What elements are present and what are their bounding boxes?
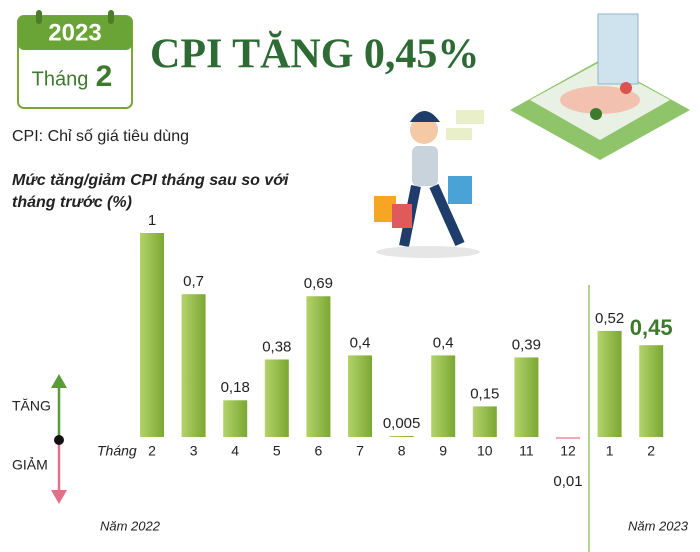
bar — [348, 355, 372, 437]
up-label: TĂNG — [12, 398, 51, 414]
x-tick-label: 11 — [519, 443, 534, 459]
origin-dot — [54, 435, 64, 445]
x-tick-label: 10 — [477, 443, 493, 459]
bar — [431, 355, 456, 437]
bar — [472, 406, 497, 437]
bar — [181, 294, 206, 437]
x-tick-label: 4 — [231, 443, 239, 459]
x-tick-label: 2 — [647, 443, 655, 459]
ring — [108, 10, 114, 24]
bar — [597, 330, 622, 437]
down-arrow-head — [51, 490, 67, 504]
value-label: 0,52 — [595, 310, 624, 327]
shopper-illustration — [374, 110, 484, 258]
value-label: 0,45 — [630, 315, 673, 340]
value-label: 0,18 — [221, 379, 250, 396]
bar — [223, 400, 248, 437]
bar — [514, 357, 539, 437]
value-label: 0,4 — [350, 334, 371, 351]
value-label: 0,15 — [470, 385, 499, 402]
bar — [140, 233, 164, 437]
note: CPI: Chỉ số giá tiêu dùng — [12, 128, 189, 145]
value-label: 0,4 — [433, 334, 454, 351]
x-tick-label: 1 — [606, 443, 614, 459]
value-label: 0,38 — [262, 338, 291, 355]
x-tick-label: 9 — [439, 443, 447, 459]
x-tick-label: 3 — [190, 443, 198, 459]
main-title: CPI TĂNG 0,45% — [150, 31, 479, 78]
ring — [36, 10, 42, 24]
value-label: 0,69 — [304, 275, 333, 292]
year-label: Năm 2022 — [100, 518, 161, 533]
store-illustration — [510, 13, 690, 160]
value-label: 0,39 — [512, 336, 541, 353]
down-label: GIẢM — [12, 457, 48, 473]
value-label: 0,005 — [383, 415, 421, 432]
badge-year: 2023 — [48, 19, 101, 46]
x-tick-label: 2 — [148, 443, 156, 459]
x-tick-label: 8 — [398, 443, 406, 459]
value-label: 0,7 — [183, 273, 204, 290]
bar — [306, 296, 331, 437]
badge-top — [18, 16, 132, 50]
x-tick-label: 12 — [560, 443, 576, 459]
x-axis-label: Tháng — [97, 443, 137, 459]
bar — [389, 435, 414, 437]
year-label: Năm 2023 — [628, 518, 689, 533]
value-label: 0,01 — [553, 473, 582, 490]
x-tick-label: 7 — [356, 443, 364, 459]
x-tick-label: 5 — [273, 443, 281, 459]
badge-month-label: Tháng — [32, 68, 89, 90]
chart-subtitle: Mức tăng/giảm CPI tháng sau so với tháng… — [12, 172, 289, 211]
bar — [556, 437, 580, 440]
x-tick-label: 6 — [315, 443, 323, 459]
bar — [639, 345, 664, 437]
badge-month: 2 — [96, 60, 113, 93]
value-label: 1 — [148, 212, 156, 229]
up-arrow-head — [51, 374, 67, 388]
bar — [264, 359, 289, 437]
